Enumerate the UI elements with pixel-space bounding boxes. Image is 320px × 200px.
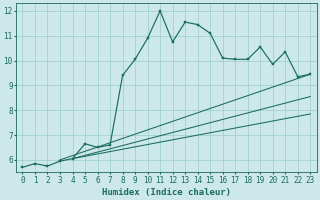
- X-axis label: Humidex (Indice chaleur): Humidex (Indice chaleur): [102, 188, 231, 197]
